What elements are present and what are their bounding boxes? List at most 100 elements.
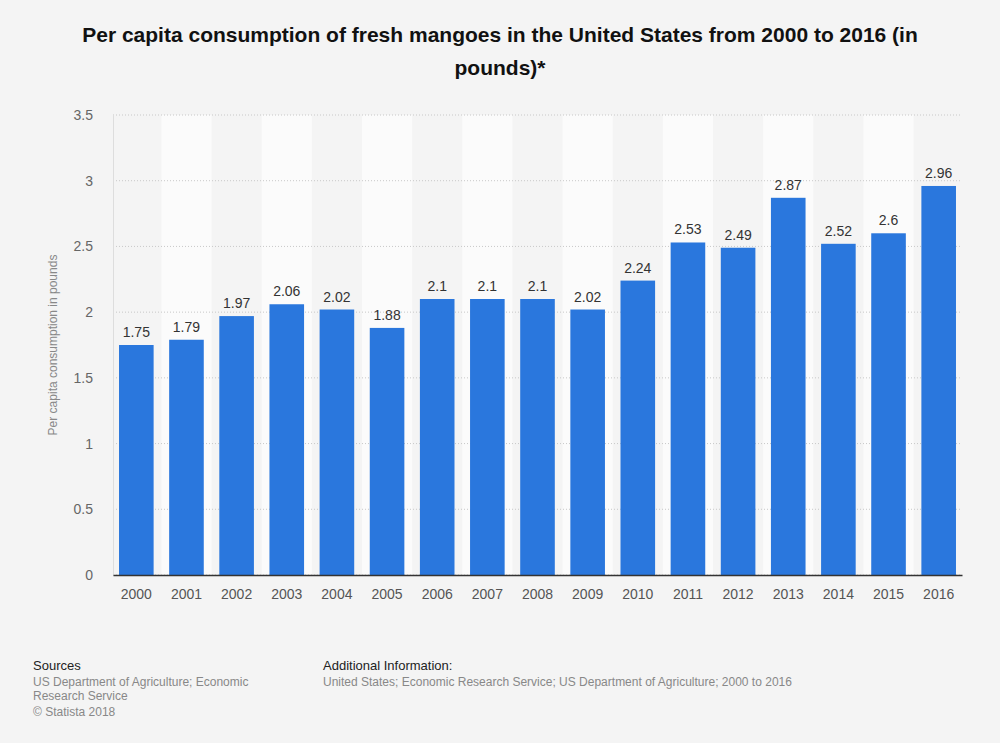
bars [119, 186, 956, 575]
grid-line [113, 115, 960, 116]
y-tick: 2 [85, 304, 113, 320]
data-label: 2.02 [323, 289, 350, 305]
bar [620, 281, 655, 575]
y-axis-title: Per capita consumption in pounds [46, 255, 60, 436]
column-band [362, 115, 412, 575]
x-tick-label: 2003 [271, 586, 302, 602]
text-line: Per capita consumption of fresh mangoes … [82, 23, 918, 46]
bar [721, 248, 756, 575]
additional-info-title: Additional Information: [323, 658, 452, 673]
y-tick: 2.5 [74, 238, 113, 254]
x-tick-label: 2016 [923, 586, 954, 602]
x-tick: 2007 [472, 575, 503, 602]
data-label: 2.6 [879, 212, 899, 228]
y-axis: 0 0.5 1 1.5 2 2.5 3 3.5 [74, 107, 114, 583]
y-tick: 1 [85, 436, 113, 452]
chart: Per capita consumption of fresh mangoes … [0, 0, 1000, 743]
bar [320, 310, 355, 575]
data-label: 2.49 [724, 227, 751, 243]
bar [119, 345, 154, 575]
data-label: 2.24 [624, 260, 651, 276]
x-tick-label: 2008 [522, 586, 553, 602]
x-tick: 2000 [121, 575, 152, 602]
data-label: 2.53 [674, 221, 701, 237]
sources: US Department of Agriculture; EconomicRe… [33, 675, 248, 703]
data-label: 2.52 [825, 223, 852, 239]
y-tick: 1.5 [74, 370, 113, 386]
y-tick-label: 3.5 [74, 107, 94, 123]
text-line: pounds)* [455, 56, 547, 79]
y-tick-label: 2.5 [74, 238, 94, 254]
bar [470, 299, 505, 575]
x-tick-label: 2007 [472, 586, 503, 602]
grid [113, 115, 960, 575]
x-tick: 2012 [723, 575, 754, 602]
x-tick-label: 2014 [823, 586, 854, 602]
x-axis: 2000 2001 2002 2003 2004 2005 2006 2007 2008 2009… [114, 575, 963, 602]
data-label: 2.1 [528, 278, 548, 294]
x-tick: 2001 [171, 575, 202, 602]
column-band [161, 115, 211, 575]
data-label: 2.96 [925, 165, 952, 181]
bar [671, 242, 706, 575]
x-axis-line [114, 575, 963, 577]
y-tick-label: 0 [85, 567, 93, 583]
x-tick: 2002 [221, 575, 252, 602]
x-tick: 2009 [572, 575, 603, 602]
background [0, 0, 1000, 743]
x-tick-label: 2000 [121, 586, 152, 602]
column-band [262, 115, 312, 575]
data-labels: 1.751.791.972.062.021.882.12.12.12.022.2… [123, 165, 953, 340]
data-label: 1.75 [123, 324, 150, 340]
bar [420, 299, 455, 575]
x-tick: 2003 [271, 575, 302, 602]
x-tick: 2013 [773, 575, 804, 602]
x-tick-label: 2006 [422, 586, 453, 602]
data-label: 1.79 [173, 319, 200, 335]
x-tick-label: 2004 [321, 586, 352, 602]
x-tick-label: 2002 [221, 586, 252, 602]
x-tick: 2010 [622, 575, 653, 602]
column-band [663, 115, 713, 575]
bar [520, 299, 555, 575]
x-tick: 2006 [422, 575, 453, 602]
grid-line [113, 180, 960, 181]
bar [771, 198, 806, 575]
column-band [863, 115, 913, 575]
x-tick-label: 2001 [171, 586, 202, 602]
y-axis-line [113, 116, 114, 576]
y-tick: 3 [85, 173, 113, 189]
bar [219, 316, 254, 575]
data-label: 2.02 [574, 289, 601, 305]
y-tick-label: 1.5 [74, 370, 94, 386]
x-tick: 2014 [823, 575, 854, 602]
y-tick: 0.5 [74, 501, 113, 517]
copyright: © Statista 2018 [33, 705, 116, 719]
y-tick: 3.5 [74, 107, 113, 123]
x-tick-label: 2010 [622, 586, 653, 602]
x-tick: 2016 [923, 575, 954, 602]
x-tick: 2015 [873, 575, 904, 602]
bar [269, 304, 304, 575]
additional-info: United States; Economic Research Service… [323, 675, 792, 689]
y-tick-label: 1 [85, 436, 93, 452]
x-tick: 2004 [321, 575, 352, 602]
bar [370, 328, 405, 575]
bar [871, 233, 906, 575]
sources-title: Sources [33, 658, 81, 673]
y-tick: 0 [85, 567, 113, 583]
x-tick: 2008 [522, 575, 553, 602]
x-tick-label: 2009 [572, 586, 603, 602]
y-tick-label: 0.5 [74, 501, 94, 517]
y-tick-label: 2 [85, 304, 93, 320]
x-tick-label: 2015 [873, 586, 904, 602]
data-label: 1.88 [373, 307, 400, 323]
x-tick-label: 2005 [371, 586, 402, 602]
data-label: 2.87 [775, 177, 802, 193]
x-tick-label: 2012 [723, 586, 754, 602]
data-label: 2.1 [478, 278, 498, 294]
x-tick: 2005 [371, 575, 402, 602]
text-line: Research Service [33, 689, 128, 703]
bar [921, 186, 956, 575]
y-tick-label: 3 [85, 173, 93, 189]
